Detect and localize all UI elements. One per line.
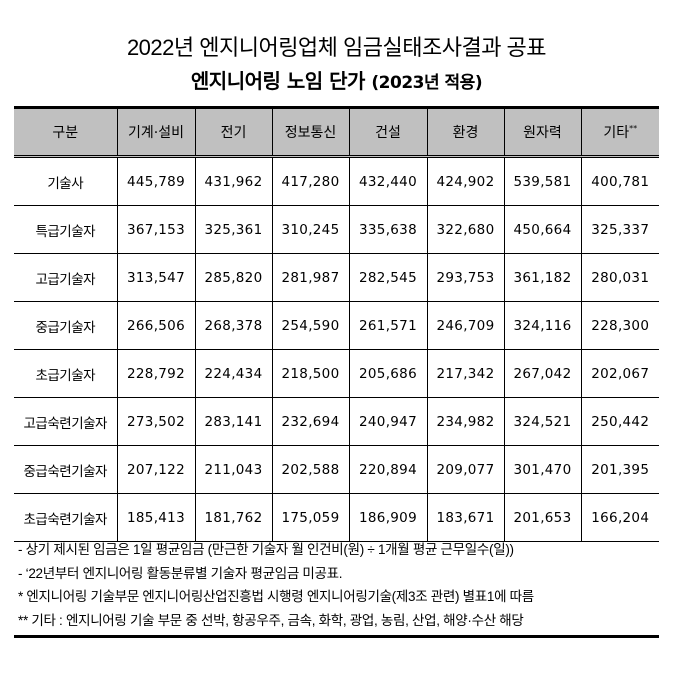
col-header-category: 구분 (14, 106, 118, 158)
row-label: 초급숙련기술자 (14, 493, 118, 542)
col-header-electrical: 전기 (194, 106, 273, 158)
table-cell: 450,664 (503, 205, 582, 254)
table-cell: 202,588 (271, 445, 350, 494)
table-cell: 234,982 (426, 397, 505, 446)
table-cell: 367,153 (116, 205, 196, 254)
col-header-other: 기타** (580, 106, 659, 158)
table-cell: 183,671 (426, 493, 505, 542)
bottom-divider (14, 635, 659, 638)
table-cell: 186,909 (348, 493, 428, 542)
table-cell: 211,043 (194, 445, 273, 494)
table-cell: 250,442 (580, 397, 659, 446)
table-cell: 273,502 (116, 397, 196, 446)
table-cell: 185,413 (116, 493, 196, 542)
table-cell: 313,547 (116, 253, 196, 302)
table-cell: 539,581 (503, 156, 582, 206)
note-unpublished-since-2022: - ‘22년부터 엔지니어링 활동분류별 기술자 평균임금 미공표. (18, 565, 343, 581)
table-cell: 445,789 (116, 156, 196, 206)
table-cell: 240,947 (348, 397, 428, 446)
table-cell: 181,762 (194, 493, 273, 542)
table-cell: 322,680 (426, 205, 505, 254)
table-cell: 301,470 (503, 445, 582, 494)
row-label: 중급숙련기술자 (14, 445, 118, 494)
table-cell: 267,042 (503, 349, 582, 398)
table-cell: 202,067 (580, 349, 659, 398)
col-header-environment: 환경 (426, 106, 505, 158)
table-cell: 166,204 (580, 493, 659, 542)
note-double-asterisk-other: ** 기타 : 엔지니어링 기술 부문 중 선박, 항공우주, 금속, 화학, … (18, 612, 524, 628)
table-row: 초급숙련기술자 185,413 181,762 175,059 186,909 … (14, 493, 659, 542)
table-cell: 280,031 (580, 253, 659, 302)
table-cell: 201,653 (503, 493, 582, 542)
table-cell: 175,059 (271, 493, 350, 542)
table-cell: 335,638 (348, 205, 428, 254)
subtitle-main: 엔지니어링 노임 단가 (190, 69, 366, 93)
table-cell: 282,545 (348, 253, 428, 302)
document-title: 2022년 엔지니어링업체 임금실태조사결과 공표 (126, 35, 547, 60)
table-row: 중급기술자 266,506 268,378 254,590 261,571 24… (14, 301, 659, 350)
row-label: 기술사 (14, 156, 118, 206)
table-cell: 325,337 (580, 205, 659, 254)
table-cell: 324,116 (503, 301, 582, 350)
table-cell: 228,300 (580, 301, 659, 350)
col-header-nuclear: 원자력 (503, 106, 582, 158)
table-cell: 254,590 (271, 301, 350, 350)
note-asterisk-legal-basis: * 엔지니어링 기술부문 엔지니어링산업진흥법 시행령 엔지니어링기술(제3조 … (18, 589, 534, 604)
table-cell: 285,820 (194, 253, 273, 302)
row-label: 고급기술자 (14, 253, 118, 302)
table-cell: 417,280 (271, 156, 350, 206)
table-cell: 431,962 (194, 156, 273, 206)
table-cell: 218,500 (271, 349, 350, 398)
row-label: 특급기술자 (14, 205, 118, 254)
table-cell: 310,245 (271, 205, 350, 254)
table-cell: 205,686 (348, 349, 428, 398)
row-label: 초급기술자 (14, 349, 118, 398)
wage-table: 구분 기계·설비 전기 정보통신 건설 환경 원자력 기타** 기술사 445,… (14, 106, 659, 542)
col-header-ict: 정보통신 (271, 106, 350, 158)
row-label: 중급기술자 (14, 301, 118, 350)
table-cell: 268,378 (194, 301, 273, 350)
table-row: 중급숙련기술자 207,122 211,043 202,588 220,894 … (14, 445, 659, 494)
col-header-mechanical: 기계·설비 (116, 106, 196, 158)
table-row: 고급숙련기술자 273,502 283,141 232,694 240,947 … (14, 397, 659, 446)
table-cell: 283,141 (194, 397, 273, 446)
table-cell: 217,342 (426, 349, 505, 398)
table-row: 초급기술자 228,792 224,434 218,500 205,686 21… (14, 349, 659, 398)
table-row: 기술사 445,789 431,962 417,280 432,440 424,… (14, 156, 659, 206)
document-subtitle: 엔지니어링 노임 단가 (2023년 적용) (0, 65, 673, 94)
table-cell: 232,694 (271, 397, 350, 446)
footnote-marker: ** (629, 124, 638, 133)
table-cell: 432,440 (348, 156, 428, 206)
table-cell: 266,506 (116, 301, 196, 350)
table-cell: 220,894 (348, 445, 428, 494)
subtitle-year-note: (2023년 적용) (371, 73, 483, 93)
table-cell: 400,781 (580, 156, 659, 206)
table-cell: 324,521 (503, 397, 582, 446)
row-label: 고급숙련기술자 (14, 397, 118, 446)
note-daily-wage-definition: - 상기 제시된 임금은 1일 평균임금 (만근한 기술자 월 인건비(원) ÷… (18, 542, 514, 557)
table-cell: 201,395 (580, 445, 659, 494)
col-header-other-label: 기타 (603, 125, 630, 141)
table-row: 특급기술자 367,153 325,361 310,245 335,638 32… (14, 205, 659, 254)
table-cell: 281,987 (271, 253, 350, 302)
table-cell: 228,792 (116, 349, 196, 398)
col-header-construction: 건설 (348, 106, 428, 158)
table-cell: 424,902 (426, 156, 505, 206)
table-row: 고급기술자 313,547 285,820 281,987 282,545 29… (14, 253, 659, 302)
table-cell: 224,434 (194, 349, 273, 398)
table-cell: 246,709 (426, 301, 505, 350)
table-cell: 207,122 (116, 445, 196, 494)
table-cell: 261,571 (348, 301, 428, 350)
table-cell: 293,753 (426, 253, 505, 302)
table-cell: 209,077 (426, 445, 505, 494)
table-cell: 325,361 (194, 205, 273, 254)
footnotes: - 상기 제시된 임금은 1일 평균임금 (만근한 기술자 월 인건비(원) ÷… (18, 538, 659, 632)
table-header-row: 구분 기계·설비 전기 정보통신 건설 환경 원자력 기타** (14, 106, 659, 158)
table-cell: 361,182 (503, 253, 582, 302)
